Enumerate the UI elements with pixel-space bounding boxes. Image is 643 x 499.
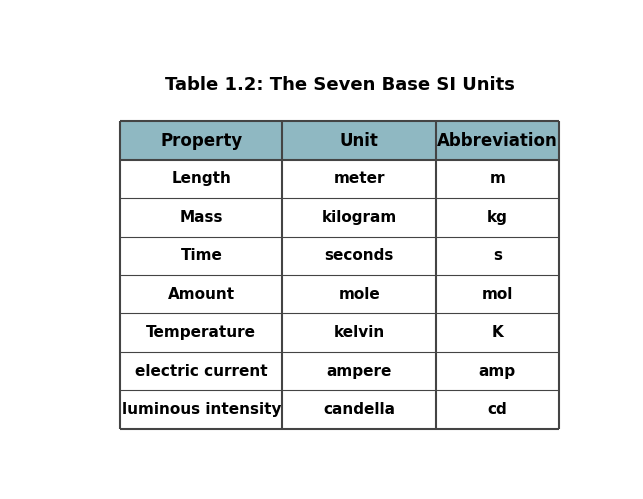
Bar [120,275,559,313]
Text: kilogram: kilogram [322,210,397,225]
Text: Length: Length [172,172,231,187]
Bar [120,121,559,160]
Text: electric current: electric current [135,364,267,379]
Bar [120,313,559,352]
Text: ampere: ampere [327,364,392,379]
Bar [120,390,559,429]
Text: seconds: seconds [325,249,394,263]
Text: kelvin: kelvin [334,325,385,340]
Text: Property: Property [160,132,242,150]
Text: s: s [493,249,502,263]
Text: mole: mole [338,287,380,302]
Text: K: K [491,325,503,340]
Bar [120,352,559,390]
Text: Time: Time [181,249,222,263]
Text: amp: amp [479,364,516,379]
Text: Abbreviation: Abbreviation [437,132,557,150]
Text: Amount: Amount [168,287,235,302]
Bar [120,160,559,198]
Text: Table 1.2: The Seven Base SI Units: Table 1.2: The Seven Base SI Units [165,76,514,94]
Text: m: m [489,172,505,187]
Text: mol: mol [482,287,513,302]
Bar [120,198,559,237]
Text: candella: candella [323,402,395,417]
Text: kg: kg [487,210,508,225]
Text: cd: cd [487,402,507,417]
Text: Temperature: Temperature [147,325,257,340]
Text: luminous intensity: luminous intensity [122,402,281,417]
Bar [120,237,559,275]
Text: Unit: Unit [340,132,379,150]
Text: Mass: Mass [179,210,223,225]
Text: meter: meter [334,172,385,187]
